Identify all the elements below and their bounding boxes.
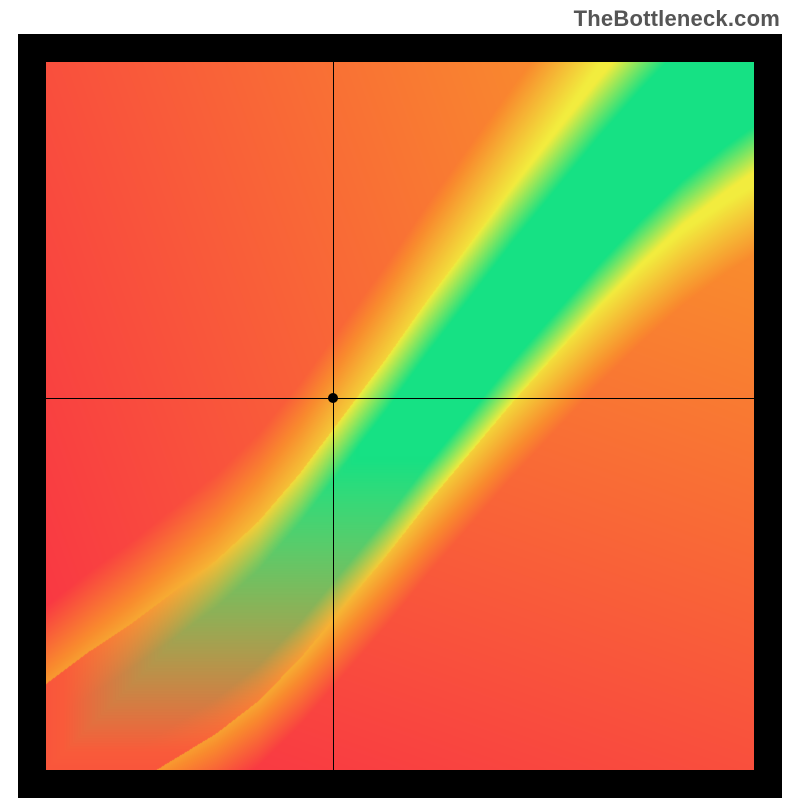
watermark-text: TheBottleneck.com — [574, 6, 780, 32]
bottleneck-heatmap — [46, 62, 754, 770]
crosshair-horizontal — [46, 398, 754, 399]
chart-border — [18, 34, 782, 798]
crosshair-vertical — [333, 62, 334, 770]
chart-stage: TheBottleneck.com — [0, 0, 800, 800]
